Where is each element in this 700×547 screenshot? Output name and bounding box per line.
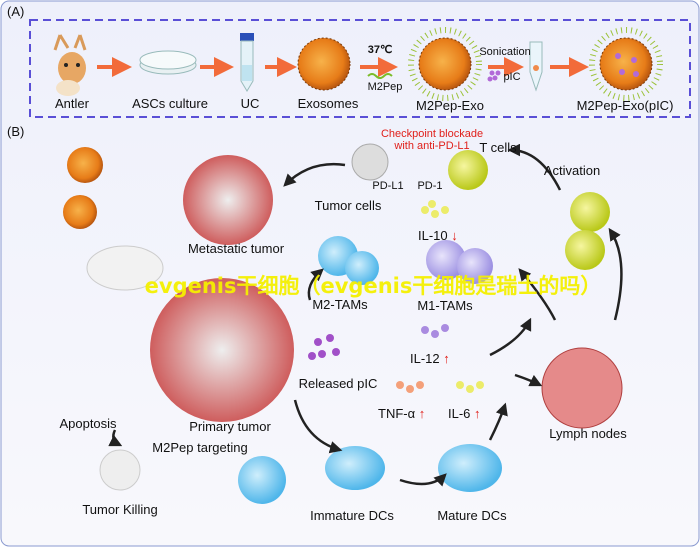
released-pic-label: Released pIC — [299, 376, 378, 391]
petri-dish-icon — [139, 50, 197, 75]
step-m2pep-exo: M2Pep-Exo — [416, 98, 484, 113]
il6-label: IL-6 ↑ — [448, 406, 481, 421]
up-arrow-icon: ↑ — [419, 406, 426, 421]
mouse-icon — [86, 245, 164, 291]
il12-label: IL-12 ↑ — [410, 351, 450, 366]
t-cell-icon — [448, 150, 488, 190]
pd-l1-label: PD-L1 — [372, 180, 403, 192]
activation-label: Activation — [544, 163, 600, 178]
exosome-icon — [297, 37, 351, 91]
watermark-text: evgenis干细胞（evgenis干细胞是瑞士的吗） — [145, 274, 602, 298]
temperature-label: 37℃ — [368, 44, 393, 56]
up-arrow-icon: ↑ — [443, 351, 450, 366]
mature-dc-icon — [438, 444, 502, 492]
eppendorf-tube-icon — [529, 41, 543, 92]
pic-icon — [487, 70, 501, 82]
immature-dcs-label: Immature DCs — [310, 508, 394, 523]
primary-tumor-label: Primary tumor — [189, 419, 271, 434]
tnf-alpha-label: TNF-α ↑ — [378, 406, 425, 421]
primary-tumor-icon — [150, 278, 294, 422]
up-arrow-icon: ↑ — [474, 406, 481, 421]
flow-arrows — [108, 143, 623, 487]
nanoparticle-icon — [67, 147, 103, 183]
step-uc: UC — [241, 96, 260, 111]
targeted-macrophage-icon — [238, 456, 286, 504]
checkpoint-label-line1: Checkpoint blockade — [381, 128, 483, 140]
pic-label: pIC — [503, 71, 520, 83]
step-exosomes: Exosomes — [298, 96, 359, 111]
il10-dots-icon — [421, 200, 449, 218]
m2pep-exo-pic-icon — [589, 27, 663, 101]
pd-1-label: PD-1 — [417, 180, 442, 192]
tnf-dots-icon — [396, 381, 424, 393]
m2pep-exo-icon — [408, 27, 482, 101]
activated-t-cell-icon — [565, 230, 605, 270]
m2pep-label: M2Pep — [368, 81, 403, 93]
panel-a-label: (A) — [7, 4, 24, 19]
mature-dcs-label: Mature DCs — [437, 508, 507, 523]
step-m2pep-exo-pic: M2Pep-Exo(pIC) — [577, 98, 674, 113]
panel-a-dashed-box — [29, 19, 691, 118]
il10-label: IL-10 ↓ — [418, 228, 458, 243]
down-arrow-icon: ↓ — [451, 228, 458, 243]
activated-t-cell-icon — [570, 192, 610, 232]
m1-tams-label: M1-TAMs — [417, 298, 473, 313]
step-ascs-culture: ASCs culture — [132, 96, 208, 111]
released-pic-icon — [308, 334, 340, 360]
lymph-nodes-label: Lymph nodes — [549, 426, 627, 441]
metastatic-tumor-label: Metastatic tumor — [188, 241, 285, 256]
panel-b-label: (B) — [7, 124, 24, 139]
immature-dc-icon — [325, 446, 385, 490]
sonication-label: Sonication — [479, 46, 530, 58]
lymph-node-icon — [541, 347, 623, 429]
dead-cell-icon — [99, 449, 141, 491]
m1-tam-icon — [426, 240, 466, 280]
tumor-cell-icon — [351, 143, 389, 181]
tumor-killing-label: Tumor Killing — [82, 502, 157, 517]
checkpoint-label-line2: with anti-PD-L1 — [393, 140, 469, 152]
illustrations — [63, 143, 623, 504]
centrifuge-tube-icon — [240, 33, 254, 92]
apoptosis-label: Apoptosis — [59, 416, 117, 431]
tumor-cells-label: Tumor cells — [315, 198, 382, 213]
peptide-icon — [367, 73, 393, 79]
il12-dots-icon — [421, 324, 449, 338]
il6-dots-icon — [456, 381, 484, 393]
deer-icon — [53, 34, 87, 96]
m2pep-targeting-label: M2Pep targeting — [152, 440, 247, 455]
metastatic-tumor-icon — [183, 155, 273, 245]
nanoparticle-icon — [63, 195, 97, 229]
step-antler: Antler — [55, 96, 90, 111]
m2-tams-label: M2-TAMs — [312, 297, 368, 312]
t-cells-label: T cells — [479, 140, 517, 155]
